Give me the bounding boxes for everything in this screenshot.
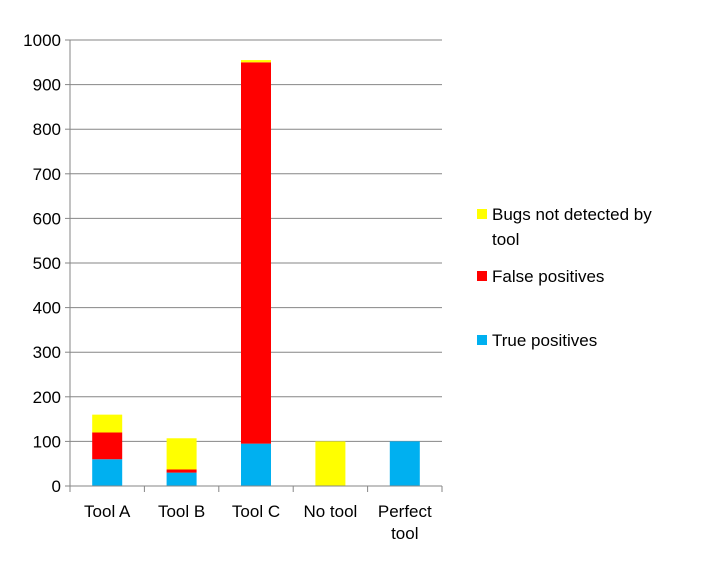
bar-segment [166,469,197,473]
bar-segment [241,443,271,486]
bar-segment [166,472,197,486]
x-category-label: Perfect [378,502,432,521]
legend-label: Bugs not detected by [492,205,652,224]
x-category-label: tool [391,524,418,543]
bar-segment [241,62,271,444]
y-tick-label: 300 [33,343,61,362]
bar-segment [166,438,197,470]
y-tick-labels: 0 100 200 300 400 500 600 700 800 900 1000 [23,31,61,496]
y-tick-label: 100 [33,432,61,451]
bar-segment [315,441,346,486]
bar-segment [389,441,420,486]
bar-segment [92,459,123,486]
y-tick-label: 700 [33,165,61,184]
bar-segment [92,432,123,460]
x-category-label: No tool [303,502,357,521]
y-tick-label: 200 [33,388,61,407]
legend: Bugs not detected by tool False positives T… [477,205,652,350]
y-tick-label: 600 [33,209,61,228]
legend-swatch [477,209,487,219]
x-category-label: Tool C [232,502,280,521]
x-category-label: Tool B [158,502,205,521]
y-tick-label: 800 [33,120,61,139]
y-tick-label: 500 [33,254,61,273]
y-tick-label: 0 [52,477,61,496]
legend-label: False positives [492,267,604,286]
legend-swatch [477,335,487,345]
bar-segment [241,60,271,63]
y-tick-label: 1000 [23,31,61,50]
y-tick-label: 400 [33,299,61,318]
y-tick-label: 900 [33,76,61,95]
legend-label: tool [492,230,519,249]
bars [92,60,420,486]
legend-swatch [477,271,487,281]
bar-segment [92,414,123,433]
x-category-label: Tool A [84,502,131,521]
x-category-labels: Tool A Tool B Tool C No tool Perfect tool [84,502,432,543]
axes [65,39,443,492]
legend-label: True positives [492,331,597,350]
